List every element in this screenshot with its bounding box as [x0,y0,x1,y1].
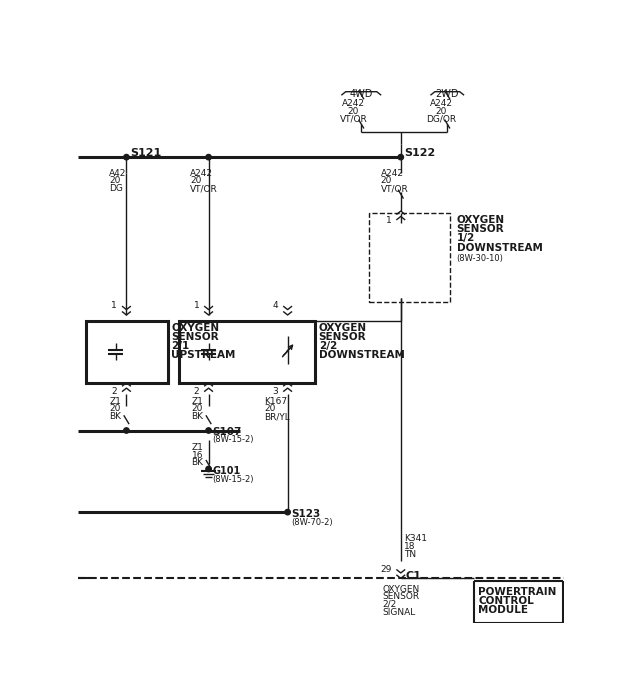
Circle shape [124,428,129,433]
Text: MODULE: MODULE [478,606,529,615]
Text: CONTROL: CONTROL [478,596,534,606]
Text: 1: 1 [386,216,391,225]
Text: K167: K167 [265,397,288,405]
Text: UPSTREAM: UPSTREAM [171,351,236,360]
Circle shape [206,428,211,433]
Text: (8W-30-10): (8W-30-10) [456,254,503,263]
Text: OXYGEN: OXYGEN [382,584,419,594]
Text: SENSOR: SENSOR [319,332,366,342]
Text: A242: A242 [342,99,365,108]
Text: C1: C1 [406,571,421,581]
Text: (8W-15-2): (8W-15-2) [213,475,254,484]
Text: TN: TN [404,550,416,559]
Text: 20: 20 [348,107,359,116]
Text: 2: 2 [194,388,199,396]
Text: DOWNSTREAM: DOWNSTREAM [319,351,404,360]
Text: SENSOR: SENSOR [171,332,219,342]
Text: 3: 3 [273,388,278,396]
Text: SENSOR: SENSOR [382,592,419,601]
Text: S107: S107 [213,428,242,438]
Text: 20: 20 [381,176,392,186]
Text: 20: 20 [190,176,201,186]
Text: 20: 20 [191,405,203,413]
Text: OXYGEN: OXYGEN [171,323,219,332]
Circle shape [206,466,211,472]
Text: 20: 20 [109,176,121,186]
Text: 4: 4 [273,301,278,310]
Text: 2WD: 2WD [436,89,459,99]
Text: S123: S123 [292,509,321,519]
Text: 20: 20 [265,405,276,413]
Text: VT/OR: VT/OR [340,114,367,123]
Text: BK: BK [191,458,204,467]
Circle shape [206,155,211,160]
Text: OXYGEN: OXYGEN [456,215,505,225]
Text: 29: 29 [380,565,391,573]
Text: A242: A242 [429,99,453,108]
Text: Z1: Z1 [109,397,121,405]
Text: S122: S122 [404,148,436,158]
Text: 2/2: 2/2 [319,341,337,351]
Text: VT/OR: VT/OR [381,184,408,193]
Text: SIGNAL: SIGNAL [382,608,416,617]
Text: 20: 20 [435,107,447,116]
Text: BR/YL: BR/YL [265,412,290,421]
Text: BK: BK [191,412,204,421]
Text: 18: 18 [404,542,415,551]
Circle shape [124,155,129,160]
Text: A242: A242 [381,169,404,178]
Text: BK: BK [109,412,122,421]
Text: DG/OR: DG/OR [426,114,456,123]
Text: Z1: Z1 [191,443,203,452]
Text: K341: K341 [404,535,427,543]
Text: 16: 16 [191,451,203,459]
Bar [369,214,450,302]
Text: SENSOR: SENSOR [456,224,504,234]
Text: 2/2: 2/2 [382,600,396,609]
Text: 2: 2 [112,388,117,396]
Text: 1: 1 [194,301,199,310]
Text: 4WD: 4WD [350,89,373,99]
Text: S121: S121 [130,148,162,158]
Text: G101: G101 [213,466,241,476]
Text: 20: 20 [109,405,121,413]
Text: A242: A242 [190,169,213,178]
Text: POWERTRAIN: POWERTRAIN [478,587,557,597]
Text: DOWNSTREAM: DOWNSTREAM [456,243,542,253]
Text: A42: A42 [109,169,127,178]
Text: 1: 1 [112,301,117,310]
Text: Z1: Z1 [191,397,203,405]
Text: VT/OR: VT/OR [190,184,218,193]
Text: 1/2: 1/2 [456,233,475,244]
Text: 2/1: 2/1 [171,341,189,351]
Text: (8W-70-2): (8W-70-2) [292,518,333,527]
Bar [86,321,167,383]
Text: (8W-15-2): (8W-15-2) [213,435,254,444]
Circle shape [398,155,404,160]
Bar [179,321,315,383]
Text: DG: DG [109,184,124,193]
Circle shape [285,510,290,514]
Text: OXYGEN: OXYGEN [319,323,367,332]
